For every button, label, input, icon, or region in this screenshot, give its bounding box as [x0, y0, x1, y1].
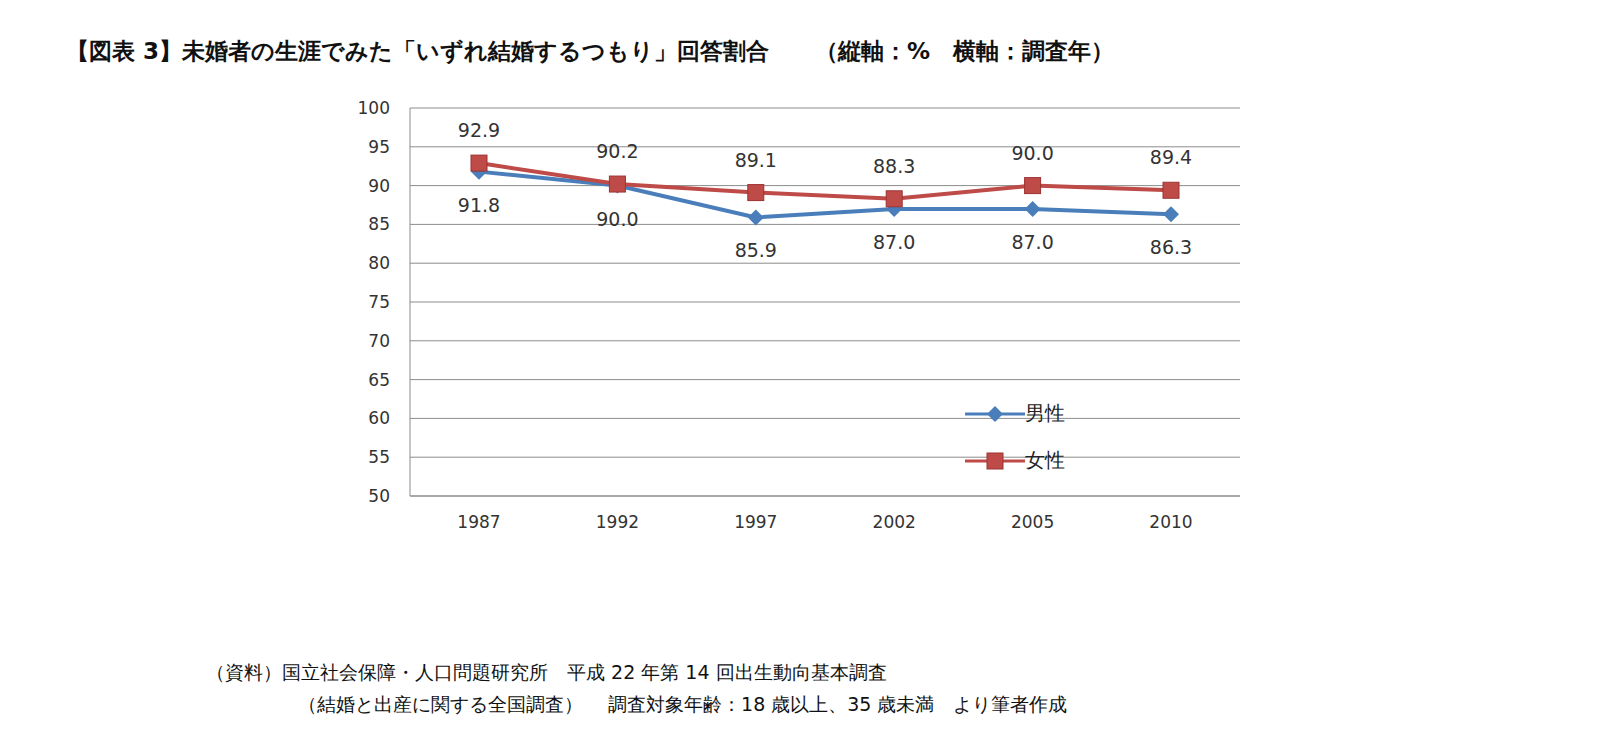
- svg-text:85.9: 85.9: [735, 239, 777, 261]
- html-text:女性: 女性: [1025, 448, 1065, 472]
- svg-text:90: 90: [368, 176, 390, 196]
- svg-text:75: 75: [368, 292, 390, 312]
- svg-text:55: 55: [368, 447, 390, 467]
- svg-text:100: 100: [358, 98, 390, 118]
- svg-text:70: 70: [368, 331, 390, 351]
- svg-text:87.0: 87.0: [1011, 231, 1053, 253]
- svg-text:85: 85: [368, 214, 390, 234]
- svg-text:87.0: 87.0: [873, 231, 915, 253]
- svg-text:2002: 2002: [873, 512, 916, 532]
- svg-text:88.3: 88.3: [873, 155, 915, 177]
- svg-text:90.0: 90.0: [596, 208, 638, 230]
- svg-text:95: 95: [368, 137, 390, 157]
- svg-text:89.1: 89.1: [735, 149, 777, 171]
- svg-text:86.3: 86.3: [1150, 236, 1192, 258]
- svg-text:90.2: 90.2: [596, 140, 638, 162]
- svg-text:1992: 1992: [596, 512, 639, 532]
- svg-text:2005: 2005: [1011, 512, 1054, 532]
- html-text:（結婚と出産に関する全国調査） 調査対象年齢：18 歳以上、: （結婚と出産に関する全国調査） 調査対象年齢：18 歳以上、35 歳未満 より筆…: [298, 693, 1068, 715]
- svg-text:2010: 2010: [1149, 512, 1192, 532]
- svg-text:80: 80: [368, 253, 390, 273]
- svg-text:91.8: 91.8: [458, 194, 500, 216]
- html-text:男性: 男性: [1025, 401, 1065, 425]
- svg-text:1997: 1997: [734, 512, 777, 532]
- svg-text:1987: 1987: [457, 512, 500, 532]
- html-text:【図表 3】未婚者の生涯でみた「いずれ結婚するつもり」回答割: 【図表 3】未婚者の生涯でみた「いずれ結婚するつもり」回答割合 （縦軸：% 横軸…: [66, 38, 1115, 64]
- svg-text:65: 65: [368, 370, 390, 390]
- svg-text:50: 50: [368, 486, 390, 506]
- svg-text:90.0: 90.0: [1011, 142, 1053, 164]
- svg-text:89.4: 89.4: [1150, 146, 1192, 168]
- svg-text:92.9: 92.9: [458, 119, 500, 141]
- html-text:（資料）国立社会保障・人口問題研究所 平成 22 年第 14: （資料）国立社会保障・人口問題研究所 平成 22 年第 14 回出生動向基本調査: [206, 661, 887, 683]
- svg-text:60: 60: [368, 408, 390, 428]
